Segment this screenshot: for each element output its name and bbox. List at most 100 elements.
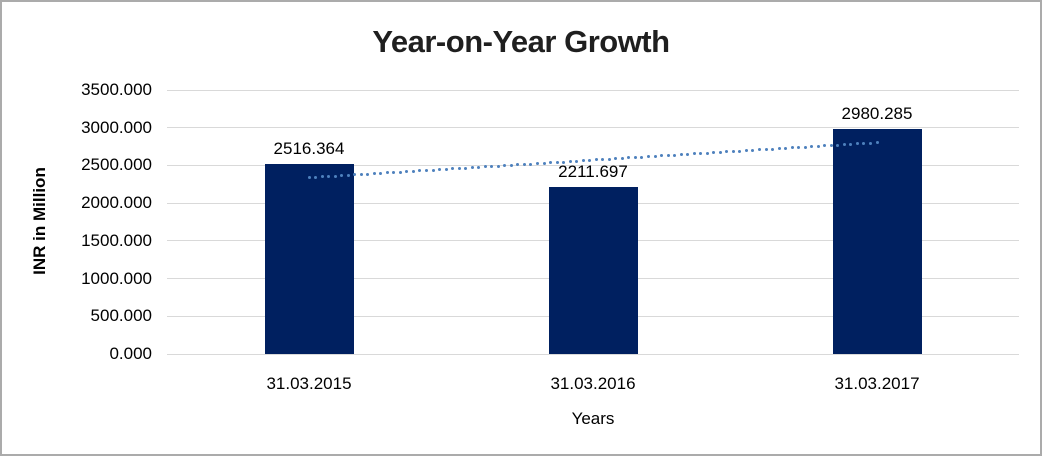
trendline-dot <box>673 153 677 157</box>
trendline-dot <box>346 173 350 177</box>
trendline-dot <box>327 174 331 178</box>
trendline-dot <box>764 148 768 152</box>
trendline-dot <box>575 159 579 163</box>
trendline-dot <box>542 161 546 165</box>
trendline-dot <box>431 168 435 172</box>
trendline-dot <box>725 150 729 154</box>
trendline-dot <box>842 143 846 147</box>
trendline-dot <box>868 141 872 145</box>
trendline-dot <box>816 144 820 148</box>
y-tick-label: 2500.000 <box>81 155 152 175</box>
trendline-dot <box>477 165 481 169</box>
y-tick-label: 3000.000 <box>81 117 152 137</box>
trendline-dot <box>751 148 755 152</box>
trendline-dot <box>353 173 357 177</box>
trendline-dot <box>372 172 376 176</box>
trendline-dot <box>797 146 801 150</box>
trendline-dot <box>666 154 670 158</box>
trendline-dot <box>425 168 429 172</box>
trendline-dot <box>385 171 389 175</box>
trendline-dot <box>744 149 748 153</box>
trendline-dot <box>784 146 788 150</box>
trendline-dot <box>509 163 513 167</box>
x-tick-label: 31.03.2016 <box>550 374 636 393</box>
trendline-dot <box>536 162 539 166</box>
x-tick-label: 31.03.2015 <box>266 374 352 393</box>
trendline-dot <box>490 164 494 168</box>
trendline-dot <box>522 162 526 166</box>
trendline-dot <box>398 170 402 174</box>
bar <box>832 129 922 354</box>
trendline-dot <box>699 152 703 156</box>
trendline-dot <box>340 174 344 178</box>
trendline-dot <box>810 145 814 149</box>
chart-title: Year-on-Year Growth <box>372 24 670 59</box>
trendline-dot <box>823 144 827 148</box>
trendline-dot <box>470 166 474 170</box>
gridline <box>167 89 1019 91</box>
trendline-dot <box>516 163 520 167</box>
trendline-dot <box>379 171 383 175</box>
trendline-dot <box>653 154 657 158</box>
trendline-dot <box>633 156 637 160</box>
trendline-dot <box>660 154 664 158</box>
bar <box>548 187 638 354</box>
trendline-dot <box>646 155 650 159</box>
trendline-dot <box>581 159 585 163</box>
y-tick-label: 3500.000 <box>81 80 152 99</box>
x-axis-title: Years <box>571 409 615 428</box>
trendline-dot <box>392 170 396 174</box>
trendline-dot <box>692 152 696 156</box>
trendline-dot <box>790 146 794 150</box>
trendline-dot <box>640 155 644 159</box>
y-tick-label: 1500.000 <box>81 230 152 250</box>
y-tick-label: 500.000 <box>90 306 152 326</box>
trendline-dot <box>588 158 592 162</box>
trendline-dot <box>829 144 833 147</box>
trendline-dot <box>411 169 415 173</box>
trendline-dot <box>627 156 631 160</box>
trendline-dot <box>771 147 775 151</box>
trendline-dot <box>366 172 370 176</box>
trendline-dot <box>568 160 572 164</box>
trendline-dot <box>875 141 879 145</box>
trendline-dot <box>731 150 735 154</box>
trendline-dot <box>562 160 566 164</box>
trendline-dot <box>457 166 461 170</box>
trendline-dot <box>307 176 311 180</box>
bar-value-label: 2980.285 <box>841 104 913 124</box>
bar-value-label: 2211.697 <box>558 162 628 182</box>
gridline <box>167 127 1019 129</box>
trendline-dot <box>549 161 553 165</box>
y-tick-label: 1000.000 <box>81 268 152 288</box>
trendline-dot <box>679 153 683 157</box>
trendline-dot <box>601 158 605 162</box>
trendline-dot <box>614 157 618 161</box>
bar <box>264 164 354 354</box>
trendline-dot <box>314 175 318 179</box>
trendline-dot <box>333 174 337 178</box>
trendline-dot <box>686 152 690 156</box>
trendline-dot <box>803 145 807 149</box>
trendline-dot <box>862 141 866 145</box>
y-tick-label: 2000.000 <box>81 193 152 213</box>
trendline-dot <box>555 160 559 164</box>
trendline-dot <box>496 164 500 168</box>
trendline-dot <box>712 151 716 155</box>
trendline-dot <box>444 167 448 171</box>
trendline-dot <box>738 149 742 153</box>
trendline-dot <box>418 169 422 173</box>
trendline-dot <box>777 147 781 151</box>
trendline-dot <box>705 151 709 155</box>
trendline-dot <box>849 142 853 146</box>
x-tick-label: 31.03.2017 <box>834 374 920 393</box>
gridline <box>167 164 1019 166</box>
bar-value-label: 2516.364 <box>273 139 345 159</box>
trendline-dot <box>503 164 507 168</box>
trendline-dot <box>607 157 611 161</box>
trendline-dot <box>483 165 487 169</box>
trendline-dot <box>405 170 409 174</box>
y-tick-label: 0.000 <box>109 344 152 363</box>
